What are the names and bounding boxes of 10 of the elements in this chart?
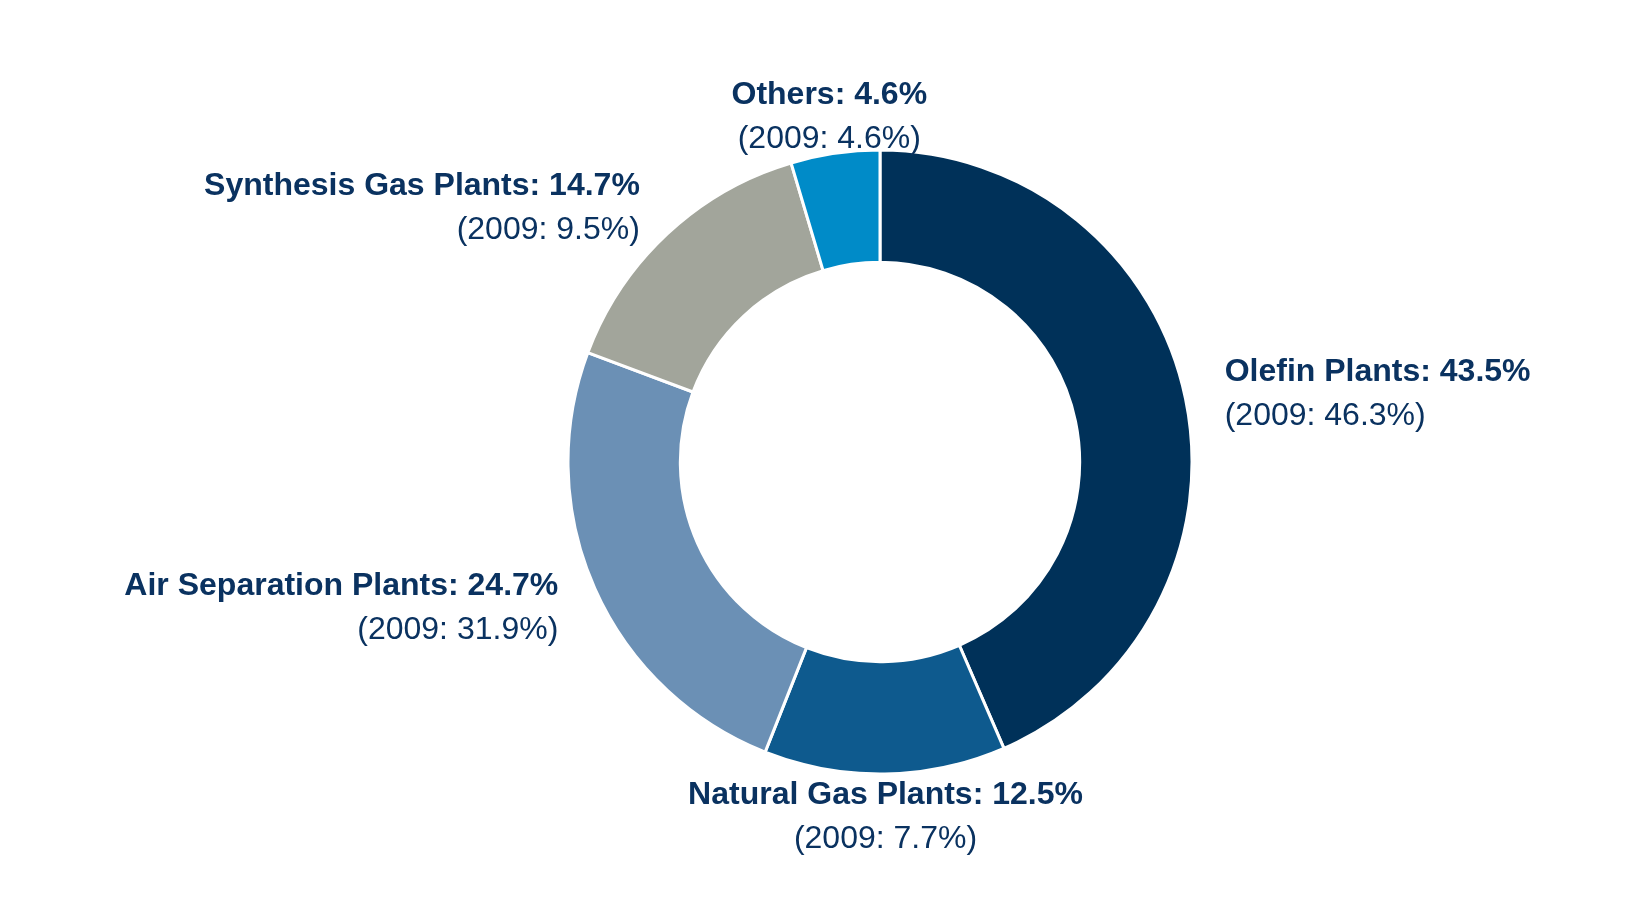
text: (2009: 31.9%) xyxy=(357,609,559,646)
slice-label: Synthesis Gas Plants: 14.7% xyxy=(204,165,640,202)
text: (2009: 7.7%) xyxy=(793,818,978,855)
text: (2009: 46.3%) xyxy=(1224,395,1426,432)
text: (2009: 4.6%) xyxy=(737,118,921,155)
text: (2009: 9.5%) xyxy=(456,209,640,246)
slice-label: Natural Gas Plants: 12.5% xyxy=(688,774,1083,811)
slice-label: Air Separation Plants: 24.7% xyxy=(124,565,559,602)
slice-label: Others: 4.6% xyxy=(731,74,928,111)
slice-label: Olefin Plants: 43.5% xyxy=(1224,351,1531,388)
